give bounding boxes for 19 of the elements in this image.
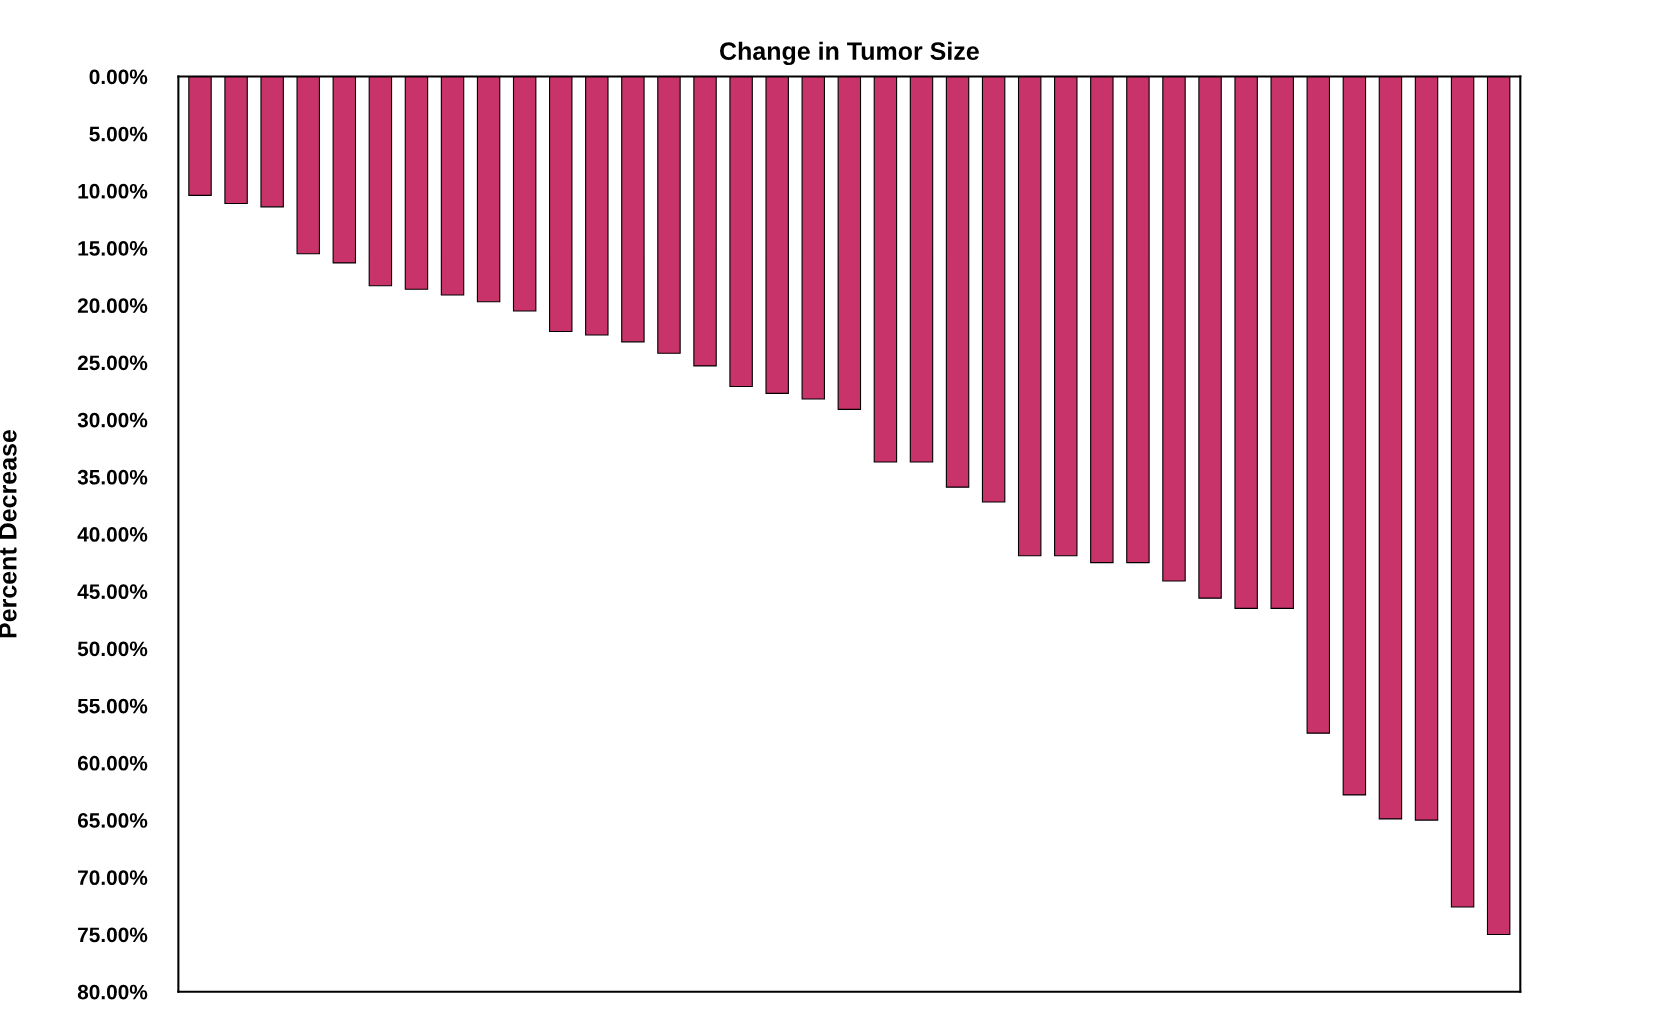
y-tick-label: 75.00%: [78, 927, 148, 943]
y-tick-label: 10.00%: [78, 183, 148, 199]
y-tick-label: 65.00%: [77, 813, 148, 828]
y-tick-label: 15.00%: [78, 241, 148, 256]
y-tick-label: 40.00%: [77, 527, 148, 542]
y-tick-label: 0.00%: [89, 69, 148, 85]
y-tick-label: 35.00%: [77, 469, 148, 485]
y-tick-label: 20.00%: [77, 298, 148, 314]
chart-title: Change in Tumor Size: [720, 41, 979, 66]
y-tick-label: 60.00%: [77, 755, 148, 771]
y-tick-label: 55.00%: [77, 698, 148, 714]
y-tick-label: 30.00%: [77, 412, 148, 428]
y-tick-label: 5.00%: [89, 126, 148, 142]
y-tick-label: 50.00%: [77, 641, 148, 657]
y-tick-label: 70.00%: [78, 870, 148, 886]
y-tick-label: 80.00%: [77, 984, 148, 1000]
y-tick-label: 45.00%: [77, 584, 148, 600]
y-axis-title: Percent Decrease: [0, 429, 17, 638]
y-tick-label: 25.00%: [77, 355, 148, 371]
